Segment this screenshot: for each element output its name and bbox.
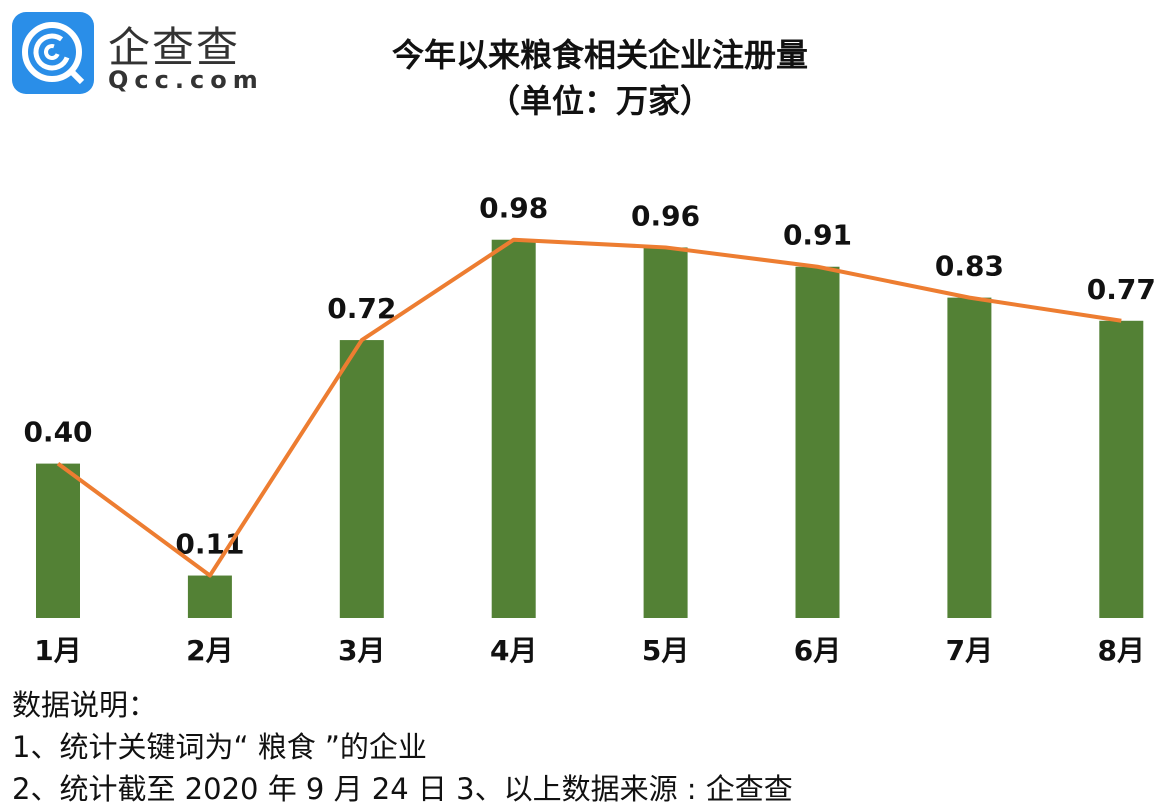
data-label: 0.98	[479, 192, 548, 225]
data-label: 0.91	[783, 219, 852, 252]
x-tick-label: 8月	[1098, 634, 1145, 667]
notes-line-1: 1、统计关键词为“ 粮食 ”的企业	[12, 730, 427, 764]
chart-subtitle: （单位：万家）	[487, 82, 712, 120]
chart: 1月 0.40 2月 0.11 3月 0.72 4月 0.98 5月 0.96 6月 0.91 7月 0.…	[23, 192, 1156, 667]
x-tick-label: 3月	[338, 634, 385, 667]
data-label: 0.11	[175, 528, 244, 561]
x-tick-label: 7月	[946, 634, 993, 667]
bar	[339, 340, 384, 618]
data-label: 0.77	[1087, 273, 1156, 306]
brand-name-en: Qcc.com	[108, 66, 264, 94]
bar	[36, 463, 80, 618]
data-label: 0.83	[935, 250, 1004, 283]
data-label: 0.72	[327, 292, 396, 325]
x-tick-label: 5月	[642, 634, 689, 667]
bar	[491, 239, 536, 618]
bar	[187, 575, 232, 618]
qcc-logo	[12, 12, 94, 94]
x-tick-label: 4月	[490, 634, 537, 667]
bar	[1099, 320, 1144, 618]
x-tick-label: 2月	[186, 634, 233, 667]
x-tick-label: 6月	[794, 634, 841, 667]
bar	[643, 247, 688, 618]
magnifier-c-icon	[22, 22, 85, 85]
data-label: 0.96	[631, 199, 700, 232]
x-tick-label: 1月	[34, 634, 81, 667]
notes-heading: 数据说明：	[12, 688, 158, 722]
data-label: 0.40	[23, 416, 92, 449]
bar	[795, 266, 840, 618]
brand-name-cn: 企查查	[108, 23, 241, 72]
notes-line-2: 2、统计截至 2020 年 9 月 24 日 3、以上数据来源 : 企查查	[12, 772, 793, 806]
line-series	[56, 237, 1122, 578]
notes: 数据说明： 1、统计关键词为“ 粮食 ”的企业 2、统计截至 2020 年 9 …	[12, 684, 793, 810]
bar	[947, 297, 992, 618]
chart-title: 今年以来粮食相关企业注册量	[391, 36, 808, 74]
